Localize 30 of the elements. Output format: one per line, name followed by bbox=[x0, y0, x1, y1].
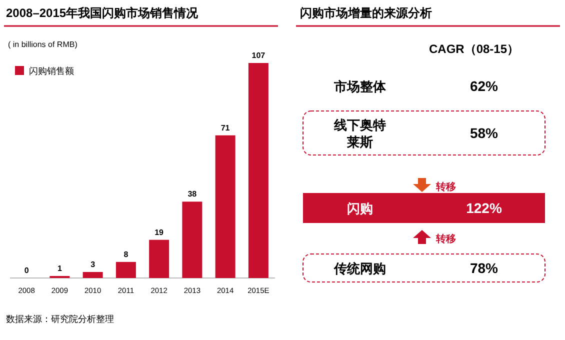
chart-title: 2008–2015年我国闪购市场销售情况 bbox=[6, 6, 200, 20]
source-note: 数据来源：研究院分析整理 bbox=[6, 314, 114, 324]
bar bbox=[116, 262, 136, 278]
data-label: 122% bbox=[466, 200, 502, 216]
text: CAGR（08-15） bbox=[428, 42, 520, 56]
bar bbox=[248, 63, 268, 278]
data-label: 3 bbox=[90, 260, 96, 269]
category-label: 线下奥特莱斯 bbox=[333, 118, 386, 150]
text: 转移 bbox=[435, 233, 456, 245]
category-label: 传统网购 bbox=[333, 261, 386, 276]
bar bbox=[82, 272, 103, 278]
bar bbox=[182, 202, 202, 278]
data-label: 19 bbox=[154, 228, 164, 237]
data-label: 8 bbox=[124, 250, 129, 259]
y-axis-title: ( in billions of RMB) bbox=[8, 40, 78, 49]
data-label: 58% bbox=[470, 125, 499, 141]
bar bbox=[149, 240, 170, 278]
data-label: 62% bbox=[470, 78, 499, 94]
data-label: 78% bbox=[470, 260, 499, 276]
data-label: 0 bbox=[24, 266, 30, 275]
text: 闪购市场增量的来源分析 bbox=[300, 6, 432, 20]
bar bbox=[215, 135, 236, 278]
text: 转移 bbox=[435, 181, 456, 193]
category-label: 闪购 bbox=[347, 201, 373, 216]
category-label: 市场整体 bbox=[333, 79, 387, 94]
data-label: 38 bbox=[188, 190, 198, 199]
data-label: 71 bbox=[220, 123, 230, 132]
data-label: 1 bbox=[57, 264, 62, 273]
legend-label: 闪购销售额 bbox=[29, 66, 74, 76]
data-label: 107 bbox=[252, 51, 266, 60]
